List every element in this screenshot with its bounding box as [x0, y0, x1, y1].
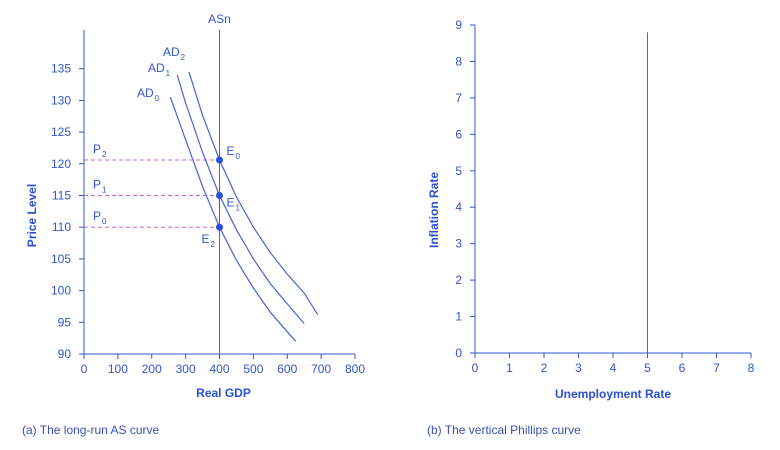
y-axis-title-a: Price Level — [25, 184, 39, 247]
x-tick-label-a: 100 — [108, 362, 128, 376]
equilibrium-label: E1 — [227, 196, 241, 213]
x-tick-label-a: 800 — [345, 362, 365, 376]
ad-curve — [176, 74, 305, 324]
y-tick-label-b: 8 — [455, 54, 462, 68]
y-tick-label-a: 110 — [52, 220, 71, 234]
y-tick-label-a: 100 — [51, 284, 71, 298]
y-tick-label-a: 90 — [58, 347, 72, 361]
y-tick-label-a: 105 — [51, 252, 71, 266]
x-tick-label-a: 200 — [142, 362, 162, 376]
x-tick-label-a: 400 — [209, 362, 229, 376]
x-tick-label-b: 3 — [575, 361, 582, 375]
equilibrium-point — [216, 192, 223, 199]
y-tick-label-b: 2 — [455, 273, 462, 287]
asn-label: ASn — [208, 12, 231, 26]
x-tick-label-b: 1 — [506, 361, 513, 375]
y-tick-label-b: 5 — [455, 164, 462, 178]
y-tick-label-a: 115 — [52, 189, 71, 203]
price-level-label: P1 — [93, 178, 107, 195]
caption-b: (b) The vertical Phillips curve — [427, 423, 581, 437]
x-tick-label-b: 8 — [748, 361, 755, 375]
x-tick-label-b: 5 — [644, 361, 651, 375]
equilibrium-point — [216, 223, 223, 231]
x-tick-label-b: 0 — [472, 361, 479, 375]
x-axis-title-b: Unemployment Rate — [555, 387, 671, 401]
y-tick-label-b: 1 — [455, 310, 462, 324]
x-tick-label-a: 300 — [176, 362, 196, 376]
price-level-label: P2 — [93, 142, 107, 159]
equilibrium-point — [216, 156, 223, 164]
x-tick-label-a: 700 — [311, 362, 331, 376]
y-tick-label-b: 4 — [455, 200, 462, 214]
ad-curve — [188, 71, 319, 316]
y-tick-label-a: 135 — [51, 62, 71, 76]
y-tick-label-b: 0 — [455, 346, 462, 360]
y-tick-label-a: 95 — [58, 315, 72, 329]
equilibrium-label: E0 — [227, 144, 241, 161]
y-tick-label-a: 120 — [51, 157, 71, 171]
x-tick-label-b: 2 — [541, 361, 548, 375]
y-tick-label-b: 7 — [455, 91, 462, 105]
x-tick-label-a: 500 — [243, 362, 263, 376]
ad-curve-label: AD0 — [137, 86, 160, 103]
x-axis-title-a: Real GDP — [196, 386, 251, 400]
ad-curve-label: AD1 — [148, 61, 171, 78]
x-tick-label-b: 7 — [713, 361, 720, 375]
y-tick-label-b: 6 — [455, 127, 462, 141]
y-axis-title-b: Inflation Rate — [427, 172, 441, 248]
y-tick-label-a: 125 — [51, 125, 71, 139]
y-tick-label-b: 3 — [455, 237, 462, 251]
price-level-label: P0 — [93, 209, 107, 226]
ad-curve-label: AD2 — [163, 45, 186, 62]
equilibrium-label: E2 — [202, 232, 216, 249]
x-tick-label-a: 0 — [81, 362, 88, 376]
x-tick-label-b: 6 — [679, 361, 686, 375]
y-tick-label-b: 9 — [455, 18, 462, 32]
caption-a: (a) The long-run AS curve — [22, 423, 160, 437]
x-tick-label-b: 4 — [610, 361, 617, 375]
y-tick-label-a: 130 — [51, 93, 71, 107]
x-tick-label-a: 600 — [277, 362, 297, 376]
ad-curve — [169, 96, 297, 342]
